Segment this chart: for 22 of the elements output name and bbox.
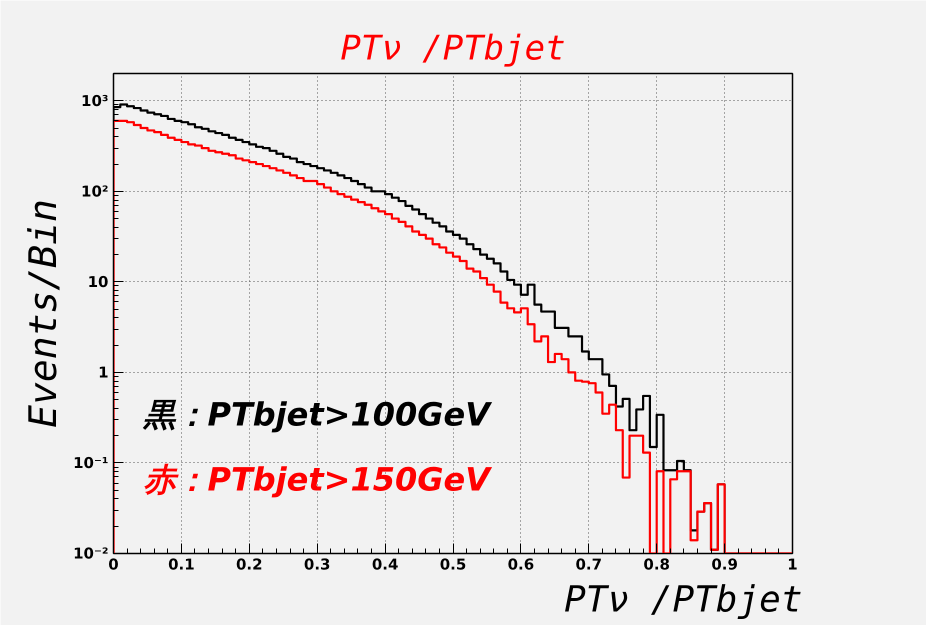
x-tick-label: 0.1 [168, 556, 195, 574]
y-tick-label: 1 [98, 363, 108, 382]
x-tick-label: 0.5 [440, 556, 466, 574]
y-axis-title: Events/Bin [21, 199, 66, 428]
y-tick-label: 10³ [81, 92, 109, 110]
series-label: 黒：PTbjet>100GeV [142, 396, 492, 434]
x-tick-label: 0 [108, 556, 119, 574]
chart-title: PTν /PTbjet [340, 28, 566, 68]
x-tick-label: 0.2 [236, 556, 263, 574]
x-tick-label: 0.4 [372, 556, 398, 574]
x-tick-label: 0.6 [508, 556, 534, 574]
series-label: 赤：PTbjet>150GeV [144, 460, 492, 498]
y-tick-label: 10⁻¹ [73, 454, 109, 472]
y-tick-label: 10² [81, 182, 109, 200]
x-tick-label: 0.3 [304, 556, 330, 574]
y-tick-label: 10⁻² [73, 544, 109, 562]
x-tick-label: 1 [787, 556, 798, 574]
x-tick-label: 0.7 [576, 556, 602, 574]
x-tick-label: 0.8 [643, 556, 670, 574]
x-tick-label: 0.9 [711, 556, 738, 574]
x-axis-title: PTν /PTbjet [564, 580, 803, 620]
y-tick-label: 10 [88, 272, 108, 291]
